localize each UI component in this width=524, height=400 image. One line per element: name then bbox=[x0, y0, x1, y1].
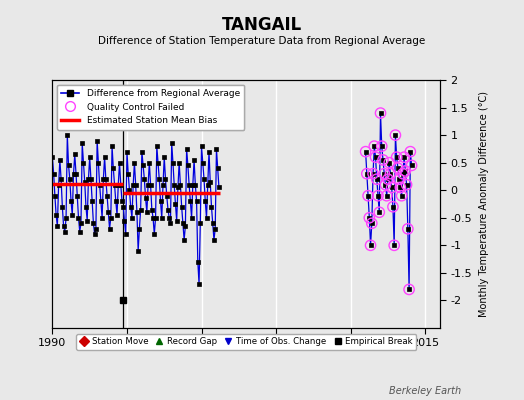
Point bbox=[391, 132, 400, 138]
Point bbox=[374, 192, 382, 199]
Point bbox=[407, 162, 416, 169]
Point bbox=[365, 214, 374, 221]
Point bbox=[384, 176, 392, 182]
Text: Difference of Station Temperature Data from Regional Average: Difference of Station Temperature Data f… bbox=[99, 36, 425, 46]
Point bbox=[399, 170, 407, 177]
Legend: Station Move, Record Gap, Time of Obs. Change, Empirical Break: Station Move, Record Gap, Time of Obs. C… bbox=[76, 334, 417, 350]
Point bbox=[383, 192, 391, 199]
Point bbox=[373, 176, 381, 182]
Point bbox=[381, 182, 390, 188]
Point bbox=[402, 182, 411, 188]
Point bbox=[394, 165, 402, 171]
Point bbox=[401, 168, 410, 174]
Point bbox=[364, 192, 372, 199]
Point bbox=[379, 157, 387, 163]
Point bbox=[385, 160, 394, 166]
Point bbox=[363, 170, 371, 177]
Point bbox=[396, 184, 405, 191]
Point bbox=[372, 154, 380, 160]
Point bbox=[403, 226, 412, 232]
Point bbox=[366, 242, 375, 248]
Point bbox=[390, 242, 398, 248]
Point bbox=[406, 148, 414, 155]
Point bbox=[397, 192, 406, 199]
Point bbox=[376, 110, 385, 116]
Point bbox=[375, 209, 384, 216]
Text: Berkeley Earth: Berkeley Earth bbox=[389, 386, 461, 396]
Point bbox=[380, 170, 388, 177]
Legend: Difference from Regional Average, Quality Control Failed, Estimated Station Mean: Difference from Regional Average, Qualit… bbox=[57, 84, 245, 130]
Point bbox=[392, 154, 401, 160]
Point bbox=[368, 220, 376, 226]
Point bbox=[378, 143, 386, 149]
Point bbox=[369, 170, 377, 177]
Point bbox=[370, 143, 378, 149]
Point bbox=[362, 148, 370, 155]
Point bbox=[388, 184, 396, 191]
Point bbox=[395, 176, 403, 182]
Point bbox=[389, 204, 397, 210]
Y-axis label: Monthly Temperature Anomaly Difference (°C): Monthly Temperature Anomaly Difference (… bbox=[479, 91, 489, 317]
Point bbox=[405, 286, 413, 293]
Point bbox=[400, 154, 408, 160]
Point bbox=[386, 170, 395, 177]
Text: TANGAIL: TANGAIL bbox=[222, 16, 302, 34]
